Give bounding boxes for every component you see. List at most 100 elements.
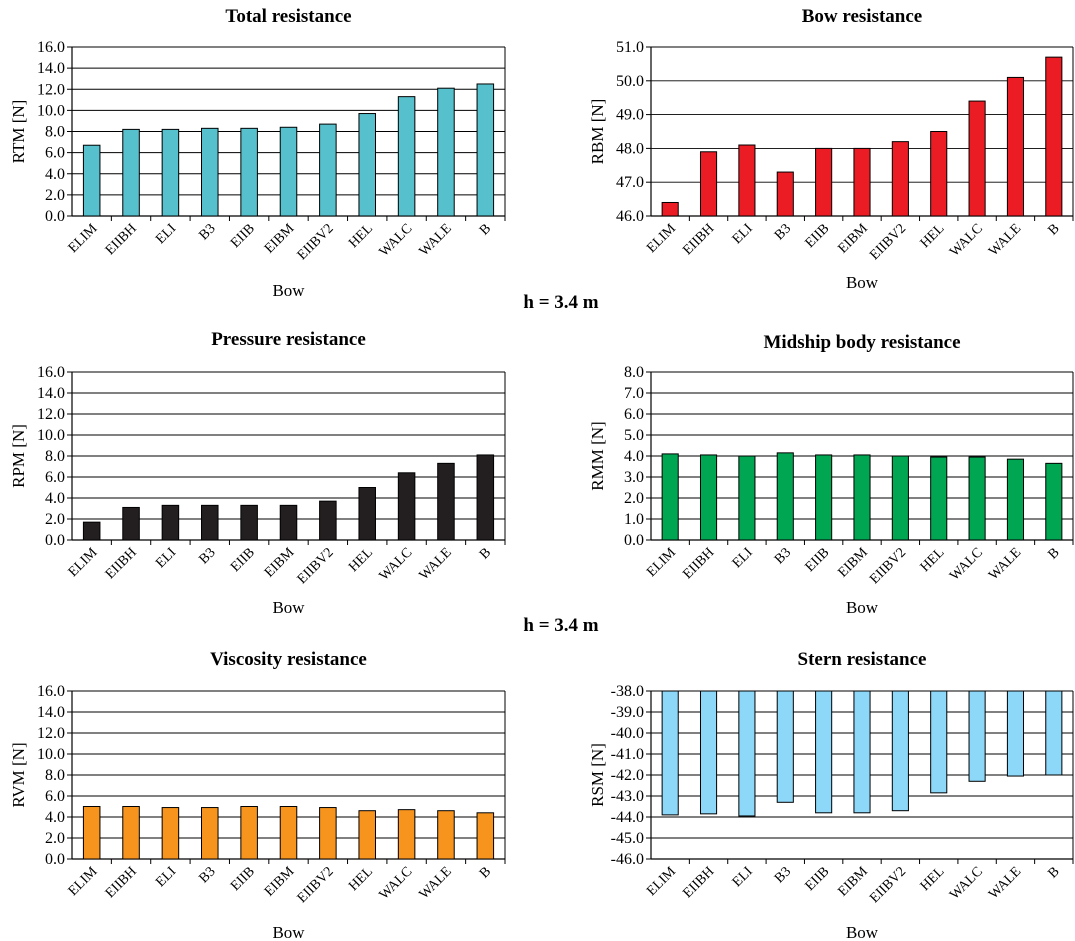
y-axis-label: RSM [N]	[588, 743, 607, 807]
bar-hel	[930, 690, 948, 794]
x-tick-label: WALC	[377, 864, 416, 903]
y-tick-label: 0.0	[45, 532, 65, 549]
y-tick-label: 6.0	[624, 406, 644, 423]
bar-b3	[776, 690, 794, 803]
x-tick-label: EIBM	[262, 864, 298, 900]
bar-eiibh	[699, 151, 718, 217]
bar-elim	[661, 690, 679, 816]
x-tick-label: EIIB	[803, 545, 833, 575]
chart-title: Bow resistance	[802, 6, 923, 27]
bar-eiib	[815, 690, 833, 814]
x-tick-label: ELIM	[66, 864, 101, 899]
x-tick-label: EIIB	[228, 864, 258, 894]
y-tick-label: 4.0	[45, 490, 65, 507]
bar-b3	[201, 807, 219, 860]
bar-eiibh	[122, 806, 140, 860]
y-tick-label: -38.0	[611, 683, 644, 700]
y-tick-label: -46.0	[611, 851, 644, 868]
x-tick-label: B3	[772, 221, 794, 243]
x-tick-label: HEL	[918, 864, 948, 894]
x-axis-label: Bow	[846, 923, 879, 941]
y-tick-label: 2.0	[624, 490, 644, 507]
chart-midship-resistance: Midship body resistance 0.0 1.0 2.0 3.0 4.0 5.…	[588, 332, 1074, 617]
x-tick-label: EIIBV2	[867, 221, 909, 263]
bar-eiibv2	[319, 123, 337, 217]
x-tick-label: B	[477, 545, 494, 562]
bar-eibm	[279, 126, 298, 217]
x-tick-label: WALC	[947, 864, 986, 903]
x-tick-label: ELI	[730, 221, 756, 247]
chart-stern-resistance: Stern resistance -46.0 -45.0 -44.0 -43.0 -42.…	[588, 649, 1074, 941]
bar-b	[476, 812, 495, 860]
bar-eli	[161, 128, 180, 217]
chart-bow-resistance: Bow resistance 46.0 47.0 48.0 49.0 50.0 51.0 EL…	[588, 6, 1074, 292]
bar-eli	[738, 690, 756, 817]
y-tick-label: 48.0	[616, 140, 644, 157]
y-tick-label: 50.0	[616, 73, 644, 90]
x-tick-label: WALE	[417, 864, 455, 902]
bar-b	[1045, 462, 1063, 541]
chart-title: Stern resistance	[798, 649, 927, 670]
x-tick-label: ELIM	[66, 221, 101, 256]
bar-b3	[776, 171, 794, 217]
bar-eli	[738, 144, 756, 217]
bar-eiibv2	[891, 455, 909, 541]
y-tick-label: 3.0	[624, 469, 644, 486]
y-axis-label: RTM [N]	[9, 100, 28, 164]
x-tick-label: EIBM	[262, 545, 298, 581]
x-tick-label: EIIBH	[103, 545, 140, 582]
x-axis-label: Bow	[846, 273, 879, 292]
x-tick-label: B3	[772, 864, 794, 886]
x-tick-label: B3	[196, 545, 218, 567]
y-tick-label: 51.0	[616, 39, 644, 56]
x-tick-label: WALC	[947, 545, 986, 584]
y-tick-label: 0.0	[45, 208, 65, 225]
bar-hel	[358, 810, 376, 860]
y-tick-label: 16.0	[37, 39, 65, 56]
x-tick-label: EIIBH	[680, 545, 717, 582]
x-tick-label: EIIBH	[680, 221, 717, 258]
bar-hel	[930, 131, 948, 217]
x-tick-label: WALC	[377, 221, 416, 260]
x-tick-label: ELI	[153, 864, 179, 890]
y-tick-label: 2.0	[45, 187, 65, 204]
y-tick-label: -39.0	[611, 704, 644, 721]
x-tick-label: EIIB	[228, 545, 258, 575]
y-tick-label: 6.0	[45, 145, 65, 162]
x-tick-label: EIBM	[835, 221, 871, 257]
bar-eiibv2	[891, 690, 909, 812]
x-tick-label: HEL	[346, 864, 376, 894]
bar-eiibv2	[891, 141, 909, 217]
y-tick-label: 49.0	[616, 107, 644, 124]
x-tick-label: ELI	[153, 221, 179, 247]
bar-eli	[738, 455, 756, 541]
chart-title: Total resistance	[225, 6, 351, 27]
y-tick-label: 16.0	[37, 364, 65, 381]
y-tick-label: 1.0	[624, 511, 644, 528]
bar-b	[1045, 56, 1063, 217]
y-tick-label: -42.0	[611, 767, 644, 784]
bar-eibm	[853, 147, 871, 217]
y-tick-label: 5.0	[624, 427, 644, 444]
y-tick-label: 12.0	[37, 725, 65, 742]
y-axis-label: RMM [N]	[588, 421, 607, 490]
y-tick-label: -45.0	[611, 830, 644, 847]
x-tick-label: HEL	[346, 221, 376, 251]
bar-hel	[930, 456, 948, 541]
x-tick-label: ELIM	[644, 221, 679, 256]
bar-wale	[437, 87, 455, 217]
x-tick-label: EIIBV2	[295, 221, 337, 263]
bar-elim	[82, 521, 101, 541]
y-tick-label: 16.0	[37, 683, 65, 700]
bar-b3	[201, 127, 219, 217]
bar-eli	[161, 504, 180, 541]
y-tick-label: 14.0	[37, 385, 65, 402]
y-tick-label: 2.0	[45, 830, 65, 847]
bar-elim	[661, 201, 679, 217]
y-tick-label: 12.0	[37, 406, 65, 423]
y-tick-label: 14.0	[37, 704, 65, 721]
y-axis-label: RBM [N]	[588, 99, 607, 165]
chart-total-resistance: Total resistance 0.0 2.0 4.0 6.0 8.0 10.0 12.0 1…	[9, 6, 506, 300]
section-label-middle: h = 3.4 m	[523, 615, 598, 636]
